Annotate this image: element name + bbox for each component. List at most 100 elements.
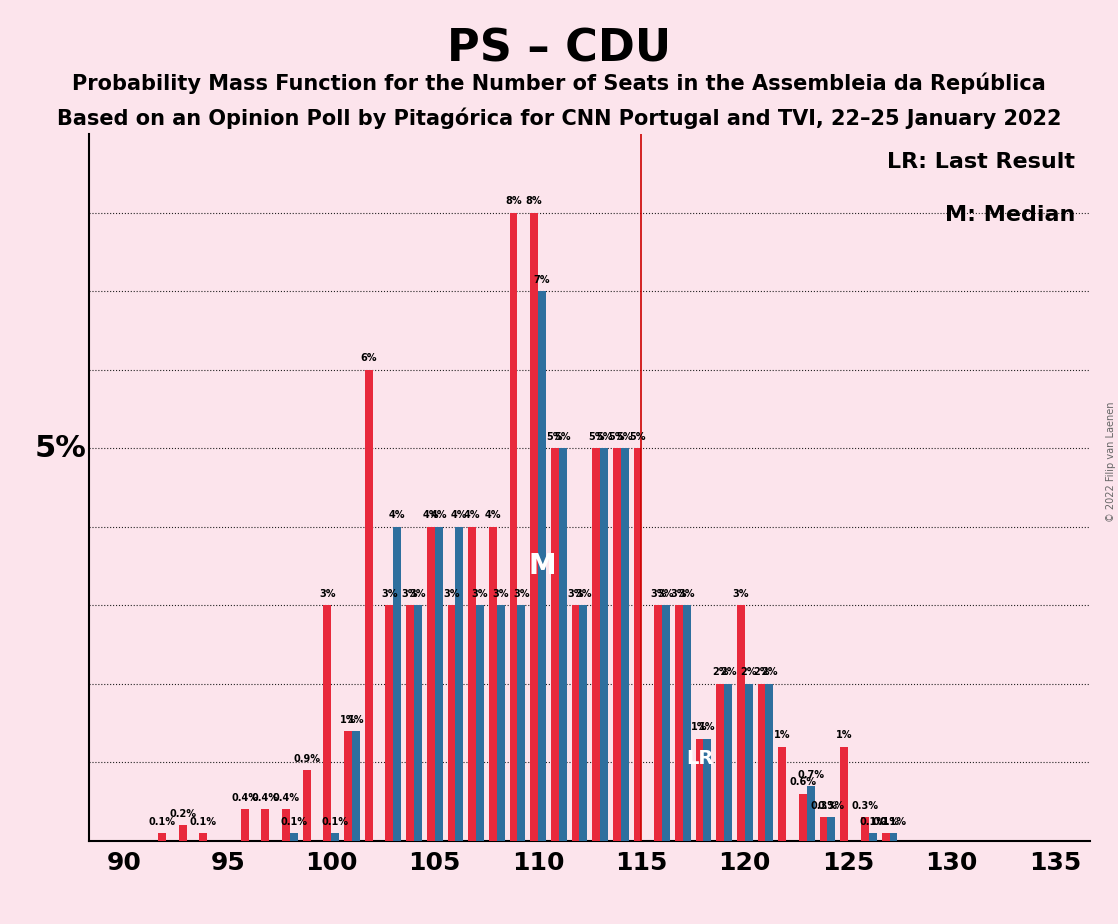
Text: 4%: 4% bbox=[484, 510, 501, 520]
Bar bbox=[496, 605, 504, 841]
Text: 0.1%: 0.1% bbox=[281, 817, 307, 827]
Bar bbox=[861, 818, 869, 841]
Bar bbox=[758, 684, 766, 841]
Text: 0.1%: 0.1% bbox=[860, 817, 887, 827]
Text: 0.1%: 0.1% bbox=[322, 817, 349, 827]
Text: 0.1%: 0.1% bbox=[872, 817, 899, 827]
Text: 2%: 2% bbox=[761, 667, 778, 677]
Bar bbox=[530, 213, 538, 841]
Text: 3%: 3% bbox=[472, 589, 489, 599]
Text: 8%: 8% bbox=[525, 196, 542, 206]
Text: © 2022 Filip van Laenen: © 2022 Filip van Laenen bbox=[1106, 402, 1116, 522]
Bar bbox=[476, 605, 484, 841]
Bar bbox=[579, 605, 587, 841]
Bar bbox=[559, 448, 567, 841]
Bar bbox=[282, 809, 290, 841]
Text: 0.1%: 0.1% bbox=[190, 817, 217, 827]
Text: 3%: 3% bbox=[650, 589, 666, 599]
Text: PS – CDU: PS – CDU bbox=[447, 28, 671, 71]
Bar bbox=[890, 833, 898, 841]
Text: 0.4%: 0.4% bbox=[252, 793, 278, 803]
Text: 3%: 3% bbox=[381, 589, 398, 599]
Text: 2%: 2% bbox=[754, 667, 770, 677]
Bar bbox=[571, 605, 579, 841]
Bar bbox=[364, 370, 372, 841]
Bar bbox=[819, 818, 827, 841]
Text: 3%: 3% bbox=[492, 589, 509, 599]
Text: 3%: 3% bbox=[732, 589, 749, 599]
Text: 5%: 5% bbox=[588, 432, 605, 442]
Text: 0.1%: 0.1% bbox=[880, 817, 907, 827]
Bar bbox=[841, 747, 849, 841]
Text: 6%: 6% bbox=[360, 353, 377, 363]
Text: 4%: 4% bbox=[430, 510, 447, 520]
Text: 0.3%: 0.3% bbox=[818, 801, 845, 811]
Bar bbox=[683, 605, 691, 841]
Bar bbox=[675, 605, 683, 841]
Text: 3%: 3% bbox=[657, 589, 674, 599]
Text: 2%: 2% bbox=[740, 667, 757, 677]
Text: 1%: 1% bbox=[340, 714, 357, 724]
Bar bbox=[352, 731, 360, 841]
Text: 1%: 1% bbox=[836, 730, 853, 740]
Bar bbox=[551, 448, 559, 841]
Bar bbox=[468, 527, 476, 841]
Text: M: M bbox=[528, 552, 556, 580]
Bar bbox=[799, 794, 807, 841]
Text: 4%: 4% bbox=[464, 510, 481, 520]
Text: M: Median: M: Median bbox=[945, 205, 1076, 225]
Text: 1%: 1% bbox=[699, 723, 716, 733]
Bar bbox=[695, 739, 703, 841]
Text: 5%: 5% bbox=[555, 432, 571, 442]
Text: 3%: 3% bbox=[409, 589, 426, 599]
Bar bbox=[394, 527, 401, 841]
Bar bbox=[262, 809, 269, 841]
Bar bbox=[240, 809, 248, 841]
Bar bbox=[745, 684, 752, 841]
Text: 0.6%: 0.6% bbox=[789, 777, 816, 787]
Text: 5%: 5% bbox=[629, 432, 646, 442]
Bar bbox=[386, 605, 394, 841]
Text: LR: Last Result: LR: Last Result bbox=[887, 152, 1076, 172]
Bar bbox=[807, 785, 815, 841]
Bar bbox=[593, 448, 600, 841]
Text: 3%: 3% bbox=[319, 589, 335, 599]
Text: 5%: 5% bbox=[616, 432, 633, 442]
Bar bbox=[290, 833, 297, 841]
Bar bbox=[737, 605, 745, 841]
Text: 3%: 3% bbox=[401, 589, 418, 599]
Text: 0.1%: 0.1% bbox=[149, 817, 176, 827]
Bar bbox=[724, 684, 732, 841]
Bar bbox=[518, 605, 525, 841]
Bar bbox=[331, 833, 339, 841]
Text: 4%: 4% bbox=[389, 510, 406, 520]
Bar bbox=[620, 448, 628, 841]
Text: 0.4%: 0.4% bbox=[231, 793, 258, 803]
Text: 1%: 1% bbox=[774, 730, 790, 740]
Bar bbox=[600, 448, 608, 841]
Bar bbox=[406, 605, 414, 841]
Text: 7%: 7% bbox=[533, 274, 550, 285]
Bar bbox=[654, 605, 662, 841]
Text: 1%: 1% bbox=[691, 723, 708, 733]
Text: 3%: 3% bbox=[679, 589, 695, 599]
Text: 5%: 5% bbox=[596, 432, 613, 442]
Bar bbox=[323, 605, 331, 841]
Text: 3%: 3% bbox=[575, 589, 591, 599]
Text: 1%: 1% bbox=[348, 714, 364, 724]
Text: LR: LR bbox=[685, 748, 713, 768]
Text: 0.2%: 0.2% bbox=[169, 808, 196, 819]
Bar bbox=[882, 833, 890, 841]
Text: 3%: 3% bbox=[443, 589, 459, 599]
Bar bbox=[662, 605, 670, 841]
Bar bbox=[538, 291, 546, 841]
Bar bbox=[510, 213, 518, 841]
Text: 4%: 4% bbox=[451, 510, 467, 520]
Text: 2%: 2% bbox=[720, 667, 737, 677]
Text: 5%: 5% bbox=[547, 432, 563, 442]
Bar bbox=[344, 731, 352, 841]
Text: 0.9%: 0.9% bbox=[293, 754, 320, 764]
Text: 0.3%: 0.3% bbox=[811, 801, 837, 811]
Bar bbox=[778, 747, 786, 841]
Bar bbox=[179, 825, 187, 841]
